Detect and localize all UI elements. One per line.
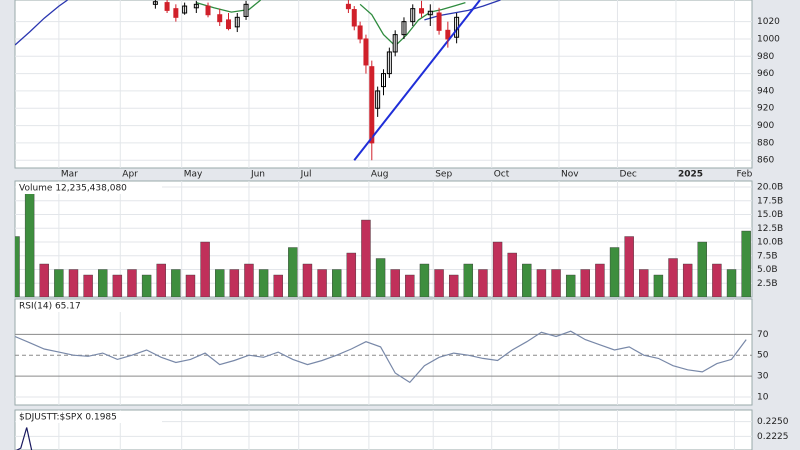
y-tick-label: 30 xyxy=(757,372,769,382)
volume-bar xyxy=(302,263,313,297)
volume-bar xyxy=(39,263,49,297)
y-tick-label: 20.0B xyxy=(757,183,783,193)
x-tick-label: Oct xyxy=(494,170,510,180)
x-tick-label: Apr xyxy=(122,170,138,180)
x-tick-label: Jul xyxy=(300,170,312,180)
y-tick-label: 860 xyxy=(757,156,774,166)
y-tick-label: 960 xyxy=(757,69,774,79)
y-tick-label: 17.5B xyxy=(757,196,783,206)
volume-bar xyxy=(273,274,283,297)
volume-bar xyxy=(171,269,181,297)
y-tick-label: 940 xyxy=(757,86,774,96)
volume-bar xyxy=(185,274,196,297)
volume-bar xyxy=(682,263,693,297)
panel-title: $DJUSTT:$SPX 0.1985 xyxy=(19,413,117,423)
y-tick-label: 980 xyxy=(757,52,774,62)
volume-bar xyxy=(522,263,532,297)
y-tick-label: 7.5B xyxy=(757,251,778,261)
y-tick-label: 10 xyxy=(757,392,769,402)
volume-bar xyxy=(419,263,430,297)
title-box xyxy=(16,182,162,194)
y-tick-label: 12.5B xyxy=(757,224,783,234)
y-tick-label: 1000 xyxy=(757,34,780,44)
y-tick-label: 0.2250 xyxy=(757,417,789,427)
volume-bar xyxy=(156,263,166,297)
volume-bar xyxy=(507,252,517,297)
volume-bar xyxy=(317,269,327,297)
title-box xyxy=(16,411,162,423)
title-box xyxy=(16,300,162,312)
volume-bar xyxy=(244,263,254,297)
x-tick-label: Dec xyxy=(619,170,636,180)
y-tick-label: 2.5B xyxy=(757,279,778,289)
volume-bar xyxy=(405,274,415,297)
x-tick-label: 2025 xyxy=(678,170,703,180)
volume-bar xyxy=(258,269,269,297)
volume-bar xyxy=(229,269,240,297)
volume-bar xyxy=(434,269,444,297)
volume-bar xyxy=(332,269,342,297)
volume-bar xyxy=(112,274,123,297)
trendline xyxy=(353,0,481,161)
volume-bar xyxy=(639,269,649,297)
panel-title: RSI(14) 65.17 xyxy=(19,302,81,312)
y-tick-label: 880 xyxy=(757,138,774,148)
y-tick-label: 50 xyxy=(757,351,769,361)
y-tick-label: 0.2225 xyxy=(757,432,789,442)
y-tick-label: 70 xyxy=(757,330,769,340)
volume-bar xyxy=(580,269,590,297)
volume-bar xyxy=(609,247,620,297)
volume-bar xyxy=(595,263,605,297)
x-tick-label: Mar xyxy=(61,170,78,180)
volume-bar xyxy=(565,274,576,297)
x-tick-label: May xyxy=(184,170,203,180)
volume-bar xyxy=(448,274,459,297)
volume-bar xyxy=(624,236,634,297)
volume-bar xyxy=(24,186,35,297)
volume-bar xyxy=(68,269,79,297)
volume-bar xyxy=(536,269,547,297)
y-tick-label: 5.0B xyxy=(757,265,778,275)
panel-title: Volume 12,235,438,080 xyxy=(19,184,127,194)
volume-bar xyxy=(141,274,152,297)
y-tick-label: 1020 xyxy=(757,17,780,27)
volume-bar xyxy=(390,269,400,297)
volume-bar xyxy=(346,252,357,297)
volume-bar xyxy=(215,269,225,297)
volume-bar xyxy=(463,263,474,297)
indicator-line xyxy=(15,330,747,384)
volume-bar xyxy=(712,263,722,297)
volume-bar xyxy=(726,269,737,297)
volume-bar xyxy=(83,274,93,297)
y-tick-label: 900 xyxy=(757,121,774,131)
volume-bar xyxy=(653,274,664,297)
volume-bar xyxy=(741,230,751,297)
plot-area xyxy=(15,299,752,405)
volume-bar xyxy=(288,247,298,297)
x-tick-label: Nov xyxy=(561,170,579,180)
x-tick-label: Feb xyxy=(736,170,752,180)
volume-bar xyxy=(127,269,137,297)
y-tick-label: 920 xyxy=(757,104,774,114)
volume-bar xyxy=(200,241,210,297)
volume-bar xyxy=(15,236,20,297)
plot-area xyxy=(15,0,752,168)
x-tick-label: Jun xyxy=(250,170,265,180)
volume-bar xyxy=(54,269,64,297)
volume-bar xyxy=(361,219,371,297)
y-tick-label: 15.0B xyxy=(757,210,783,220)
x-tick-label: Sep xyxy=(435,170,452,180)
volume-bar xyxy=(98,269,108,297)
y-tick-label: 10.0B xyxy=(757,238,783,248)
plot-area xyxy=(15,181,752,297)
x-tick-label: Aug xyxy=(371,170,389,180)
volume-bar xyxy=(478,269,488,297)
volume-bar xyxy=(697,241,707,297)
volume-bar xyxy=(492,241,503,297)
volume-bar xyxy=(668,258,678,297)
volume-bar xyxy=(375,258,386,297)
volume-bar xyxy=(551,269,561,297)
